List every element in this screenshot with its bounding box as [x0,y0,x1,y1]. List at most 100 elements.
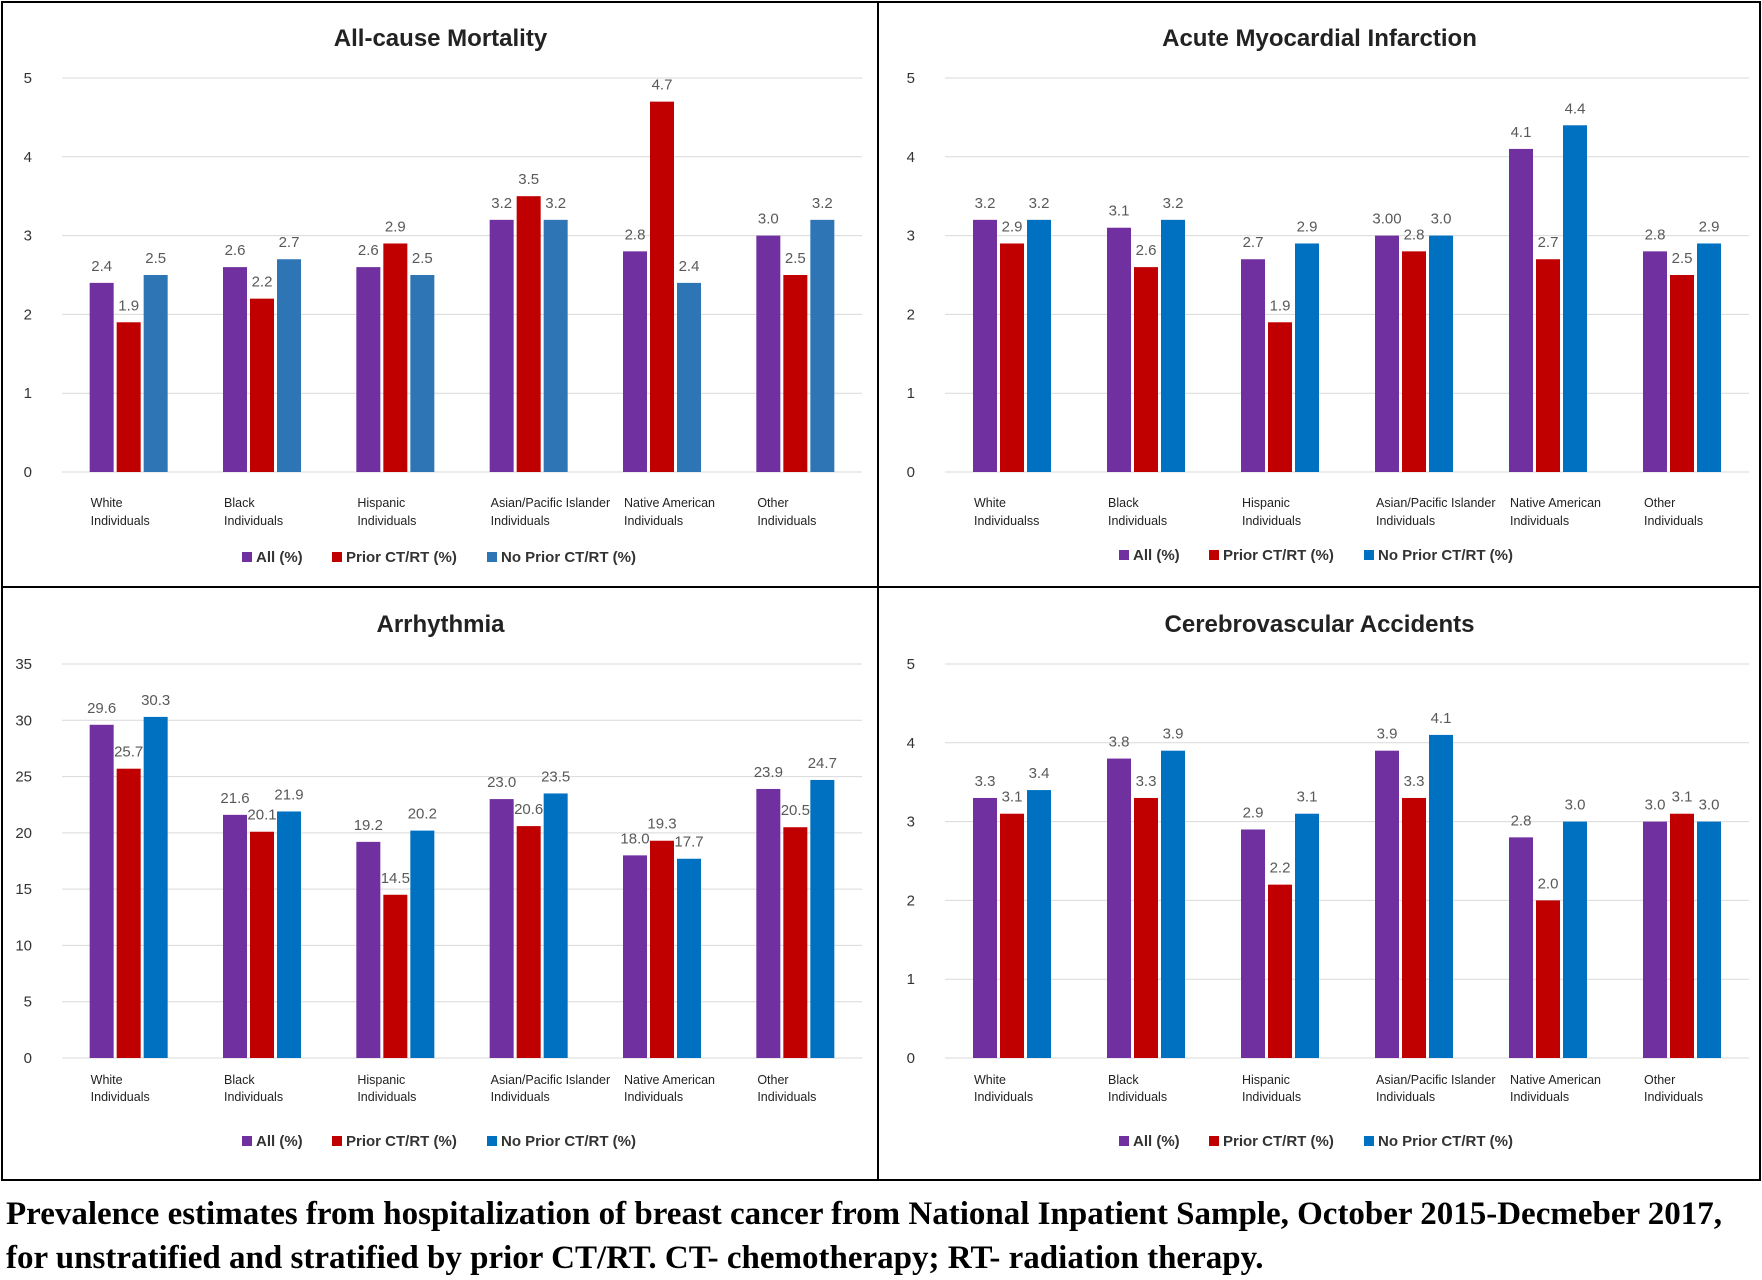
category-label: Native American [1510,1073,1601,1087]
data-label: 2.9 [1243,804,1264,821]
bar [1161,750,1185,1058]
category-label: Native American [1510,496,1601,510]
bar [1402,251,1426,472]
bar [1295,813,1319,1058]
y-tick-label: 4 [907,735,915,752]
data-label: 3.2 [1029,195,1050,212]
data-label: 19.2 [354,817,383,834]
data-label: 3.3 [1136,773,1157,790]
legend-swatch [332,1136,342,1146]
bar [277,811,301,1058]
data-label: 1.9 [1270,297,1291,314]
legend-swatch [1119,550,1129,560]
legend-label: All (%) [1133,1133,1180,1150]
category-label: Individuals [1376,514,1435,528]
data-label: 3.2 [975,195,996,212]
y-tick-label: 5 [907,70,915,87]
data-label: 3.0 [1645,797,1666,814]
data-label: 2.6 [225,242,246,259]
data-label: 3.8 [1109,734,1130,751]
category-label: Individuals [491,514,550,528]
y-tick-label: 1 [907,385,915,402]
bar [1509,837,1533,1058]
category-label: Individuals [1644,1090,1703,1104]
bar [1241,259,1265,472]
data-label: 2.5 [412,250,433,267]
bar [756,788,781,1058]
category-label: Individuals [224,514,283,528]
bar [677,858,701,1058]
bar [116,322,141,472]
category-label: Native American [624,496,715,510]
bar [1000,243,1024,472]
category-label: Native American [624,1073,715,1087]
category-label: Black [224,496,255,510]
bar [516,826,541,1058]
data-label: 17.7 [674,834,703,851]
y-tick-label: 5 [24,70,32,87]
data-label: 3.1 [1297,789,1318,806]
category-label: White [91,496,123,510]
bar [973,219,997,472]
category-label: Individuals [224,1090,283,1104]
data-label: 21.6 [220,790,249,807]
bar [1563,821,1587,1058]
bar [1027,790,1051,1058]
legend-swatch [242,552,252,562]
bar [810,219,835,472]
category-label: Individuals [1644,514,1703,528]
bar [1670,813,1694,1058]
chart-title: Cerebrovascular Accidents [1165,611,1475,638]
data-label: 19.3 [647,816,676,833]
y-tick-label: 2 [907,892,915,909]
data-label: 20.6 [514,801,543,818]
data-label: 20.1 [247,807,276,824]
legend-label: Prior CT/RT (%) [1223,1133,1334,1150]
y-tick-label: 5 [907,656,915,673]
bar [756,235,781,472]
y-tick-label: 0 [24,464,32,481]
bar [1241,829,1265,1058]
category-label: Individuals [91,1090,150,1104]
bar [489,799,514,1058]
data-label: 2.4 [91,258,112,275]
data-label: 21.9 [274,786,303,803]
bar [783,275,808,472]
legend-label: Prior CT/RT (%) [1223,547,1334,564]
bar [1697,821,1721,1058]
bar [623,855,647,1058]
category-label: Asian/Pacific Islander [491,1073,611,1087]
y-tick-label: 2 [907,306,915,323]
bar [543,219,568,472]
legend-label: No Prior CT/RT (%) [1378,547,1513,564]
category-label: Individuals [974,1090,1033,1104]
bar [1429,734,1453,1058]
chart-svg: Acute Myocardial Infarction 0 1 2 3 4 5 3.2 3.1 2… [907,25,1749,564]
bar [89,282,114,472]
panel-arrhythmia: Arrhythmia 0 5 10 15 20 25 30 35 29.6 21.6 19.2 23.0… [2,588,879,1179]
data-label: 1.9 [118,297,139,314]
data-label: 3.0 [758,211,779,228]
data-label: 2.7 [279,234,300,251]
data-label: 3.0 [1565,797,1586,814]
y-tick-label: 4 [907,149,915,166]
bar [143,275,168,472]
category-label: Individuals [91,514,150,528]
data-label: 4.7 [652,77,673,94]
bar [1643,821,1667,1058]
data-label: 3.1 [1672,789,1693,806]
category-label: Asian/Pacific Islander [491,496,611,510]
category-label: Black [1108,1073,1139,1087]
legend-label: Prior CT/RT (%) [346,549,457,566]
bar [973,797,997,1058]
bar [516,196,541,472]
category-label: Individuals [1510,1090,1569,1104]
y-tick-label: 1 [24,385,32,402]
y-tick-label: 3 [907,814,915,831]
data-label: 3.2 [491,195,512,212]
bar [410,275,435,472]
category-label: Individuals [1376,1090,1435,1104]
legend-swatch [487,552,497,562]
y-tick-label: 30 [15,712,32,729]
bar [143,716,168,1058]
